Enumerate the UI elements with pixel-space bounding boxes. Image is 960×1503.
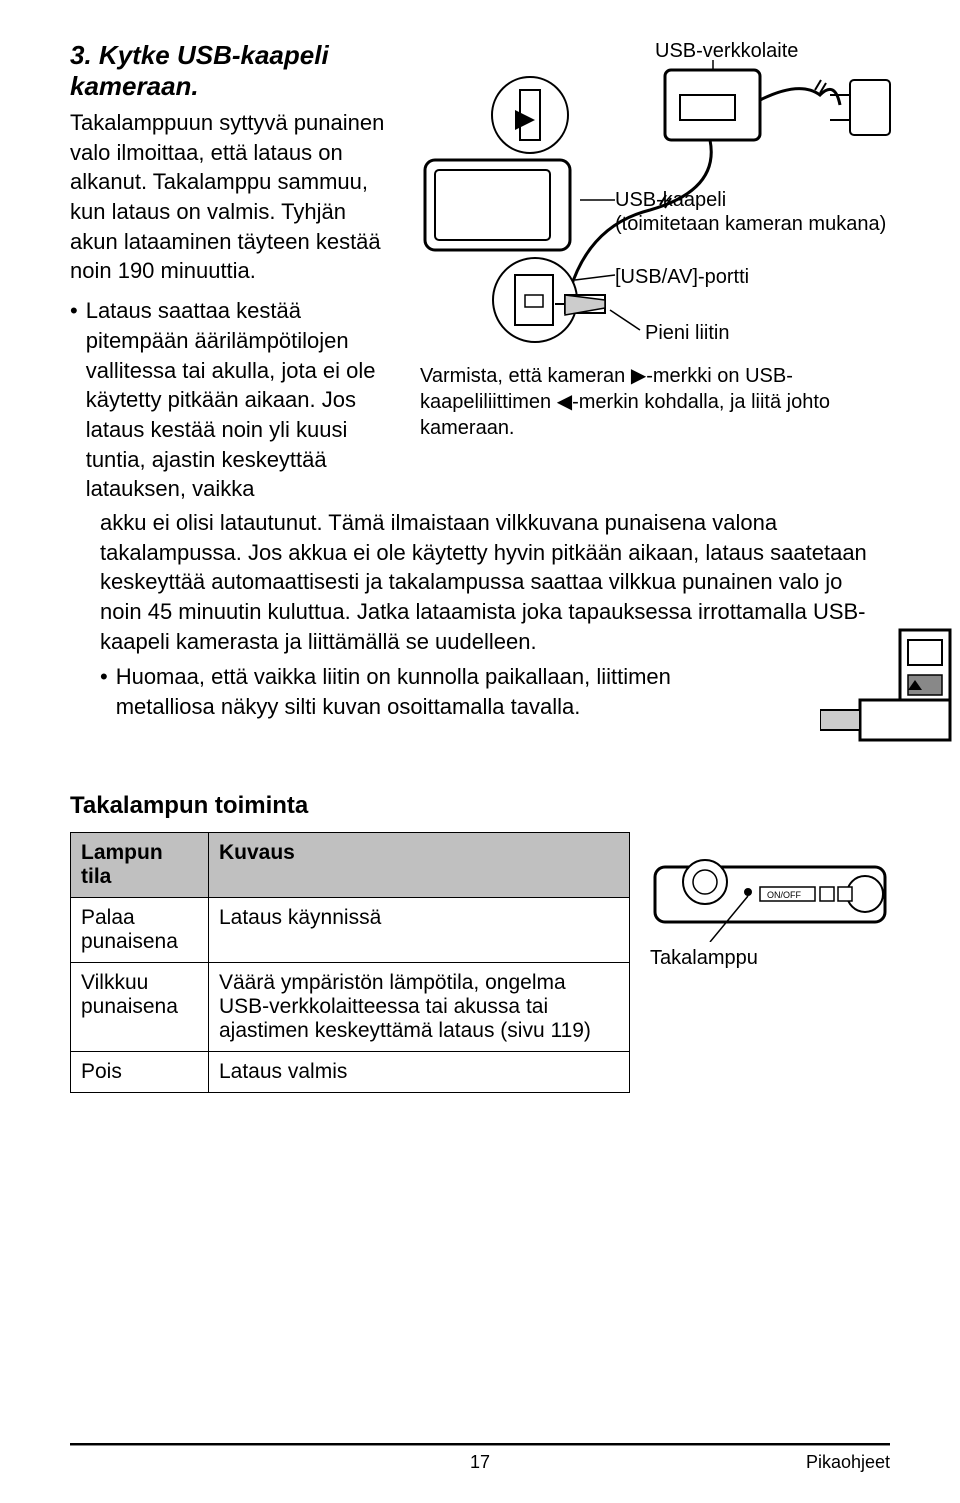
connector-closeup xyxy=(820,620,960,750)
table-row: Palaa punaisena Lataus käynnissä xyxy=(71,897,630,962)
bullet-list: • Lataus saattaa kestää pitempään äärilä… xyxy=(70,296,390,504)
bullet-1-continuation: akku ei olisi latautunut. Tämä ilmaistaa… xyxy=(70,508,890,656)
bullet-dot-icon: • xyxy=(70,296,78,326)
cell-state-1: Palaa punaisena xyxy=(71,897,209,962)
diagram-caption: Varmista, että kameran ▶-merkki on USB-k… xyxy=(420,363,910,441)
footer-rule xyxy=(70,1443,890,1446)
bullet-item-2: • Huomaa, että vaikka liitin on kunnolla… xyxy=(70,662,890,721)
label-small-connector: Pieni liitin xyxy=(645,322,729,345)
intro-text: Takalamppuun syttyvä punainen valo ilmoi… xyxy=(70,108,390,286)
lamp-section: Lampun tila Kuvaus Palaa punaisena Latau… xyxy=(70,832,890,1093)
label-usb-adapter: USB-verkkolaite xyxy=(655,40,798,63)
label-usb-port: [USB/AV]-portti xyxy=(615,266,749,289)
table-row: Pois Lataus valmis xyxy=(71,1051,630,1092)
label-usb-cable-sub: (toimitetaan kameran mukana) xyxy=(615,213,886,235)
cell-state-2: Vilkkuu punaisena xyxy=(71,962,209,1051)
label-usb-cable: USB-kaapeli (toimitetaan kameran mukana) xyxy=(615,188,886,236)
bullet-item-1: • Lataus saattaa kestää pitempään äärilä… xyxy=(70,296,390,504)
left-column: 3. Kytke USB-kaapeli kameraan. Takalampp… xyxy=(70,40,390,504)
cell-state-3: Pois xyxy=(71,1051,209,1092)
lamp-heading: Takalampun toiminta xyxy=(70,792,890,820)
table-header-row: Lampun tila Kuvaus xyxy=(71,832,630,897)
col-header-desc: Kuvaus xyxy=(208,832,629,897)
page-number: 17 xyxy=(170,1452,790,1473)
main-content: 3. Kytke USB-kaapeli kameraan. Takalampp… xyxy=(70,40,890,504)
bullet-1-left-text: Lataus saattaa kestää pitempään äärilämp… xyxy=(86,296,390,504)
footer-row: 17 Pikaohjeet xyxy=(70,1452,890,1473)
bullet-dot-icon: • xyxy=(100,662,108,692)
footer-section-name: Pikaohjeet xyxy=(790,1452,890,1473)
page-footer: 17 Pikaohjeet xyxy=(0,1443,960,1473)
svg-text:ON/OFF: ON/OFF xyxy=(767,890,801,900)
section-title: 3. Kytke USB-kaapeli kameraan. xyxy=(70,40,390,102)
camera-top-view: ON/OFF Takalamppu xyxy=(650,832,890,970)
bullet-2-text: Huomaa, että vaikka liitin on kunnolla p… xyxy=(116,662,706,721)
lamp-status-table: Lampun tila Kuvaus Palaa punaisena Latau… xyxy=(70,832,630,1093)
cell-desc-1: Lataus käynnissä xyxy=(208,897,629,962)
label-usb-cable-text: USB-kaapeli xyxy=(615,189,726,211)
takalamppu-label: Takalamppu xyxy=(650,947,890,970)
table-row: Vilkkuu punaisena Väärä ympäristön lämpö… xyxy=(71,962,630,1051)
camera-top-svg: ON/OFF xyxy=(650,832,890,942)
cell-desc-2: Väärä ympäristön lämpötila, ongelma USB-… xyxy=(208,962,629,1051)
usb-diagram: USB-verkkolaite xyxy=(420,40,910,460)
section-title-text: Kytke USB-kaapeli kameraan. xyxy=(70,40,329,101)
col-header-state: Lampun tila xyxy=(71,832,209,897)
cell-desc-3: Lataus valmis xyxy=(208,1051,629,1092)
section-number: 3. xyxy=(70,40,92,70)
